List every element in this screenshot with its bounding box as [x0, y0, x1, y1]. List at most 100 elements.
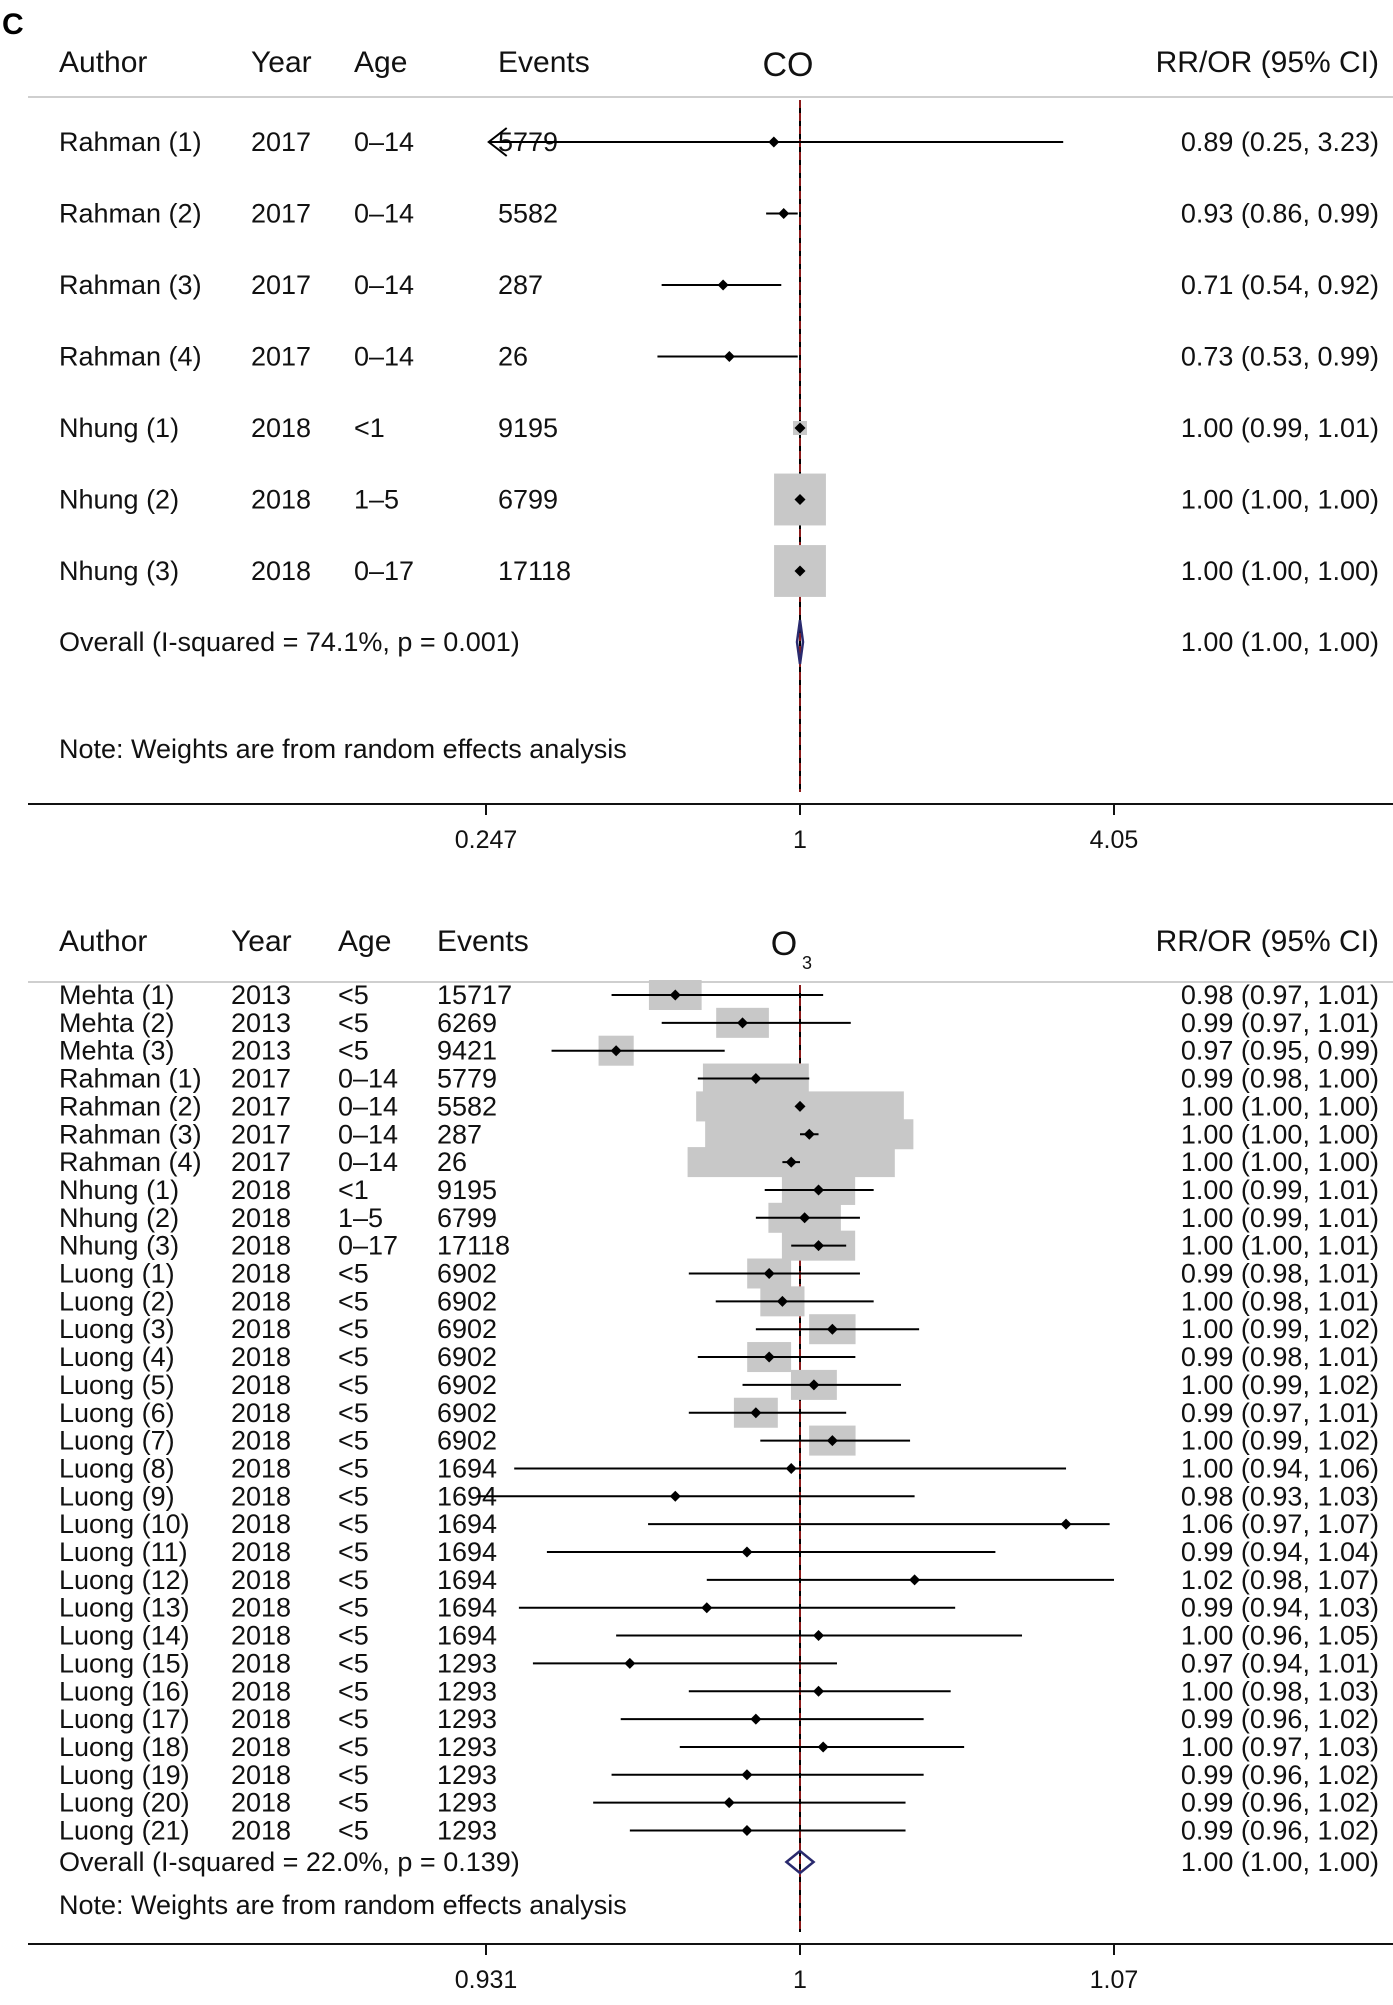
- study-ci-text: 0.97 (0.95, 0.99): [1181, 1036, 1379, 1066]
- study-events: 1293: [437, 1704, 497, 1734]
- study-events: 6799: [498, 485, 558, 515]
- study-author: Luong (7): [59, 1426, 175, 1456]
- study-age: 0–17: [354, 556, 414, 586]
- study-events: 26: [498, 342, 528, 372]
- study-age: 1–5: [354, 485, 399, 515]
- x-tick-label: 4.05: [1090, 826, 1139, 854]
- study-year: 2017: [251, 199, 311, 229]
- study-ci-text: 0.99 (0.96, 1.02): [1181, 1760, 1379, 1790]
- study-author: Luong (12): [59, 1565, 190, 1595]
- study-events: 26: [437, 1147, 467, 1177]
- study-ci-text: 0.99 (0.96, 1.02): [1181, 1704, 1379, 1734]
- study-ci-text: 1.00 (0.99, 1.01): [1181, 1203, 1379, 1233]
- study-age: 0–14: [338, 1119, 398, 1149]
- point-estimate: [723, 1797, 735, 1809]
- study-ci-text: 0.99 (0.96, 1.02): [1181, 1816, 1379, 1846]
- study-year: 2018: [231, 1593, 291, 1623]
- study-year: 2017: [251, 127, 311, 157]
- study-events: 6902: [437, 1259, 497, 1289]
- study-age: <5: [338, 1732, 369, 1762]
- study-age: <5: [338, 1259, 369, 1289]
- study-ci-text: 1.00 (0.98, 1.01): [1181, 1286, 1379, 1316]
- study-year: 2018: [231, 1398, 291, 1428]
- study-ci-text: 0.99 (0.98, 1.01): [1181, 1259, 1379, 1289]
- study-events: 6902: [437, 1370, 497, 1400]
- study-events: 1694: [437, 1621, 497, 1651]
- study-age: <5: [338, 1537, 369, 1567]
- study-age: <5: [338, 1760, 369, 1790]
- study-events: 1694: [437, 1509, 497, 1539]
- study-year: 2018: [231, 1704, 291, 1734]
- study-age: <5: [338, 980, 369, 1010]
- study-author: Rahman (1): [59, 127, 202, 157]
- study-author: Mehta (2): [59, 1008, 175, 1038]
- study-events: 1293: [437, 1760, 497, 1790]
- overall-ci-text: 1.00 (1.00, 1.00): [1181, 627, 1379, 657]
- point-estimate: [826, 1435, 838, 1447]
- study-author: Rahman (4): [59, 1147, 202, 1177]
- study-author: Luong (1): [59, 1259, 175, 1289]
- study-events: 6269: [437, 1008, 497, 1038]
- chart-title: O: [771, 925, 797, 963]
- study-author: Rahman (4): [59, 342, 202, 372]
- study-author: Nhung (2): [59, 485, 179, 515]
- study-author: Rahman (2): [59, 199, 202, 229]
- point-estimate: [1060, 1518, 1072, 1530]
- study-year: 2018: [251, 413, 311, 443]
- study-author: Luong (16): [59, 1676, 190, 1706]
- point-estimate: [741, 1825, 753, 1836]
- study-ci-text: 1.00 (0.99, 1.01): [1181, 413, 1379, 443]
- study-events: 1694: [437, 1565, 497, 1595]
- study-year: 2018: [231, 1676, 291, 1706]
- study-age: <5: [338, 1509, 369, 1539]
- study-year: 2018: [231, 1370, 291, 1400]
- study-year: 2018: [231, 1426, 291, 1456]
- chart-title: CO: [763, 46, 814, 84]
- point-estimate: [803, 1128, 815, 1140]
- study-author: Mehta (1): [59, 980, 175, 1010]
- point-estimate: [817, 1741, 829, 1753]
- study-events: 1293: [437, 1816, 497, 1846]
- point-estimate: [610, 1045, 622, 1057]
- point-estimate: [737, 1017, 749, 1029]
- study-ci-text: 1.00 (1.00, 1.00): [1181, 1119, 1379, 1149]
- study-ci-text: 0.99 (0.98, 1.01): [1181, 1342, 1379, 1372]
- point-estimate: [785, 1156, 797, 1168]
- study-age: <1: [338, 1175, 369, 1205]
- study-events: 6902: [437, 1286, 497, 1316]
- study-events: 6902: [437, 1398, 497, 1428]
- point-estimate: [763, 1268, 775, 1279]
- study-author: Luong (3): [59, 1314, 175, 1344]
- point-estimate: [794, 422, 806, 434]
- panel-label: C: [2, 8, 24, 41]
- study-age: <5: [338, 1704, 369, 1734]
- study-ci-text: 0.73 (0.53, 0.99): [1181, 342, 1379, 372]
- study-age: <5: [338, 1621, 369, 1651]
- study-year: 2018: [231, 1231, 291, 1261]
- point-estimate: [794, 1100, 806, 1112]
- study-author: Luong (20): [59, 1788, 190, 1818]
- study-age: 0–14: [354, 270, 414, 300]
- study-year: 2017: [231, 1064, 291, 1094]
- study-year: 2013: [231, 1008, 291, 1038]
- study-events: 6902: [437, 1314, 497, 1344]
- point-estimate: [794, 494, 806, 505]
- study-author: Rahman (1): [59, 1064, 202, 1094]
- study-year: 2017: [231, 1119, 291, 1149]
- study-age: 1–5: [338, 1203, 383, 1233]
- study-year: 2018: [251, 556, 311, 586]
- forest-plot-co: Author Year Age Events RR/OR (95% CI) CO Rahma…: [28, 46, 1393, 854]
- study-ci-text: 1.00 (0.97, 1.03): [1181, 1732, 1379, 1762]
- study-year: 2017: [251, 270, 311, 300]
- study-year: 2018: [231, 1314, 291, 1344]
- header-author: Author: [59, 925, 147, 958]
- study-year: 2018: [231, 1537, 291, 1567]
- study-events: 5779: [437, 1064, 497, 1094]
- study-events: 1293: [437, 1648, 497, 1678]
- x-tick-label: 1: [793, 826, 807, 854]
- point-estimate: [717, 279, 729, 291]
- point-estimate: [794, 565, 806, 577]
- point-estimate: [750, 1407, 762, 1419]
- study-events: 6799: [437, 1203, 497, 1233]
